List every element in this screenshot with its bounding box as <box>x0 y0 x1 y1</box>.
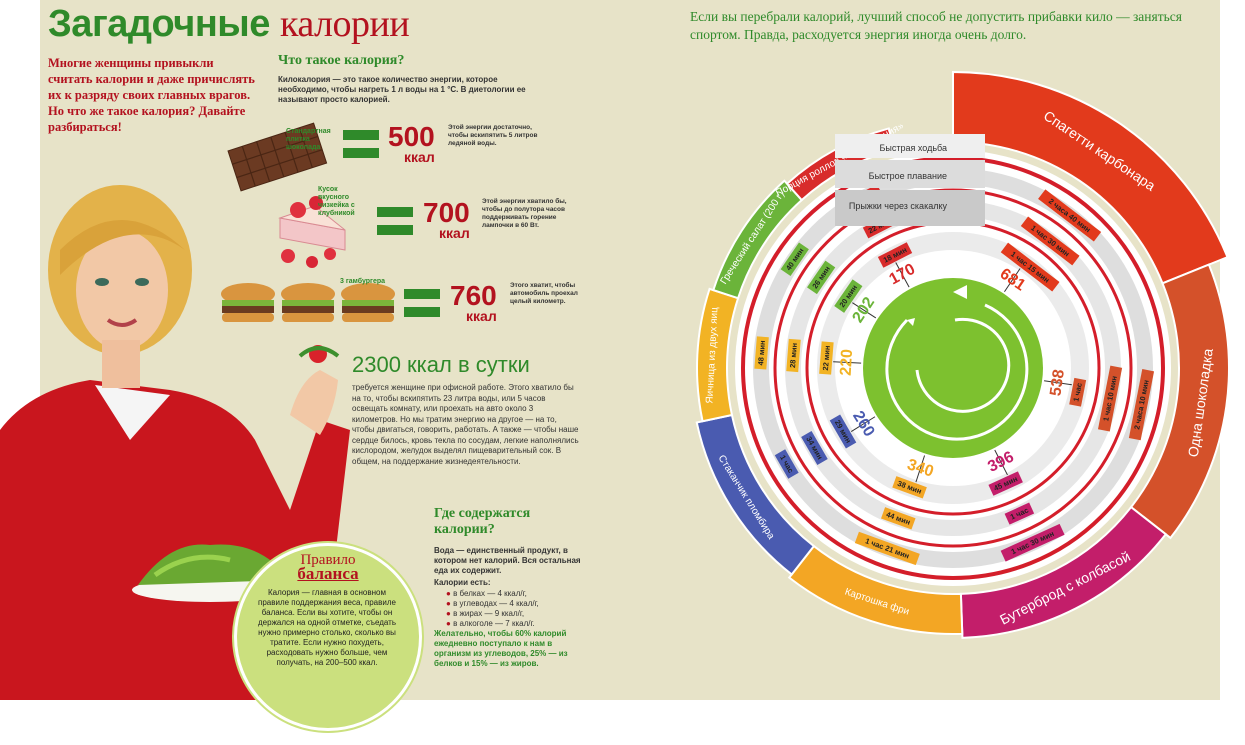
food-name-label: Яичница из двух яиц <box>704 307 720 404</box>
chocolate-illustration <box>227 122 328 192</box>
where-list: ● в белках — 4 ккал/г, ● в углеводах — 4… <box>446 589 586 629</box>
kcal-500: 500 ккал <box>388 121 435 165</box>
where-item: ● в белках — 4 ккал/г, <box>446 589 527 598</box>
what-text: Килокалория — это такое количество энерг… <box>278 75 526 104</box>
where-heading: Где содержатся калории? <box>434 506 531 537</box>
where-p3: Желательно, чтобы 60% калорий ежедневно … <box>434 629 568 668</box>
exercise-time-label: 1 час <box>1071 382 1083 402</box>
kcal-value: 538 <box>1047 368 1068 397</box>
center-arrow-small-icon <box>915 317 1011 413</box>
balance-rule-circle <box>234 543 422 731</box>
exercise-time-badge: 48 мин <box>754 336 769 370</box>
where-item: ● в алкоголе — 7 ккал/г. <box>446 619 535 628</box>
legend-jump: Прыжки через скакалку <box>849 201 948 211</box>
where-item: ● в углеводах — 4 ккал/г, <box>446 599 539 608</box>
right-intro: Если вы перебрали калорий, лучший способ… <box>690 9 1182 42</box>
kcal-spoke <box>833 361 862 364</box>
title-part1: Загадочные <box>48 3 270 45</box>
food-sector <box>952 70 1229 285</box>
burgers-note: Этого хватит, чтобы автомобиль проехал ц… <box>510 282 578 305</box>
kcal-spoke <box>895 262 910 288</box>
balance-rule-text: Калория — главная в основном правиле под… <box>258 588 396 667</box>
cheesecake-note: Этой энергии хватило бы, чтобы до полуто… <box>482 198 567 229</box>
title-part2: калории <box>279 3 410 45</box>
balance-rule-title: Правило баланса <box>297 552 359 583</box>
daily-text: требуется женщине при офисной работе. Эт… <box>352 383 579 466</box>
intro-text: Многие женщины привыкли считать калории … <box>48 56 255 134</box>
exercise-time-badge: 22 мин <box>819 341 834 375</box>
kcal-value: 220 <box>838 349 856 377</box>
what-heading: Что такое калория? <box>278 53 405 68</box>
equals-sign-1 <box>343 130 379 160</box>
exercise-time-badge: 1 час <box>1004 502 1035 525</box>
food-sector <box>1129 263 1230 540</box>
kcal-spoke <box>852 302 877 319</box>
burgers-label: 3 гамбургера <box>340 278 386 285</box>
cheesecake-label: Кусок вкусного чизкейка с клубникой <box>318 186 355 217</box>
page-title: Загадочные калории <box>48 2 410 46</box>
food-sector <box>959 505 1168 639</box>
exercise-time-badge: 28 мин <box>786 338 801 373</box>
burgers-illustration <box>221 283 395 322</box>
exercise-time-label: 28 мин <box>788 343 799 369</box>
kcal-spoke <box>850 416 876 433</box>
kcal-760: 760 ккал <box>450 280 497 324</box>
center-green-circle <box>863 278 1043 458</box>
kcal-spoke <box>994 449 1008 476</box>
chocolate-note: Этой энергии достаточно, чтобы вскипятит… <box>448 124 538 147</box>
exercise-time-label: 22 мин <box>821 345 832 371</box>
legend-swim: Быстрое плавание <box>869 171 947 181</box>
daily-heading: 2300 ккал в сутки <box>352 352 530 377</box>
kcal-700: 700 ккал <box>423 197 470 241</box>
where-p1: Вода — единственный продукт, в котором н… <box>434 546 581 575</box>
legend-walk: Быстрая ходьба <box>880 143 947 153</box>
where-item: ● в жирах — 9 ккал/г, <box>446 609 525 618</box>
where-p2: Калории есть: <box>434 578 491 587</box>
kcal-spoke <box>1004 268 1021 293</box>
cheesecake-illustration <box>278 196 346 268</box>
chocolate-label: Стандартная плитка шоколада <box>286 128 331 151</box>
exercise-time-badge: 1 час <box>1069 377 1087 407</box>
equals-sign-2 <box>377 207 413 237</box>
center-arrow-icon <box>885 303 1029 441</box>
kcal-spoke <box>1044 380 1072 386</box>
exercise-time-label: 48 мин <box>756 340 767 366</box>
kcal-spoke <box>915 455 926 483</box>
equals-sign-3 <box>404 289 440 319</box>
chart-legend: Быстрая ходьба Быстрое плавание Прыжки ч… <box>835 134 985 226</box>
